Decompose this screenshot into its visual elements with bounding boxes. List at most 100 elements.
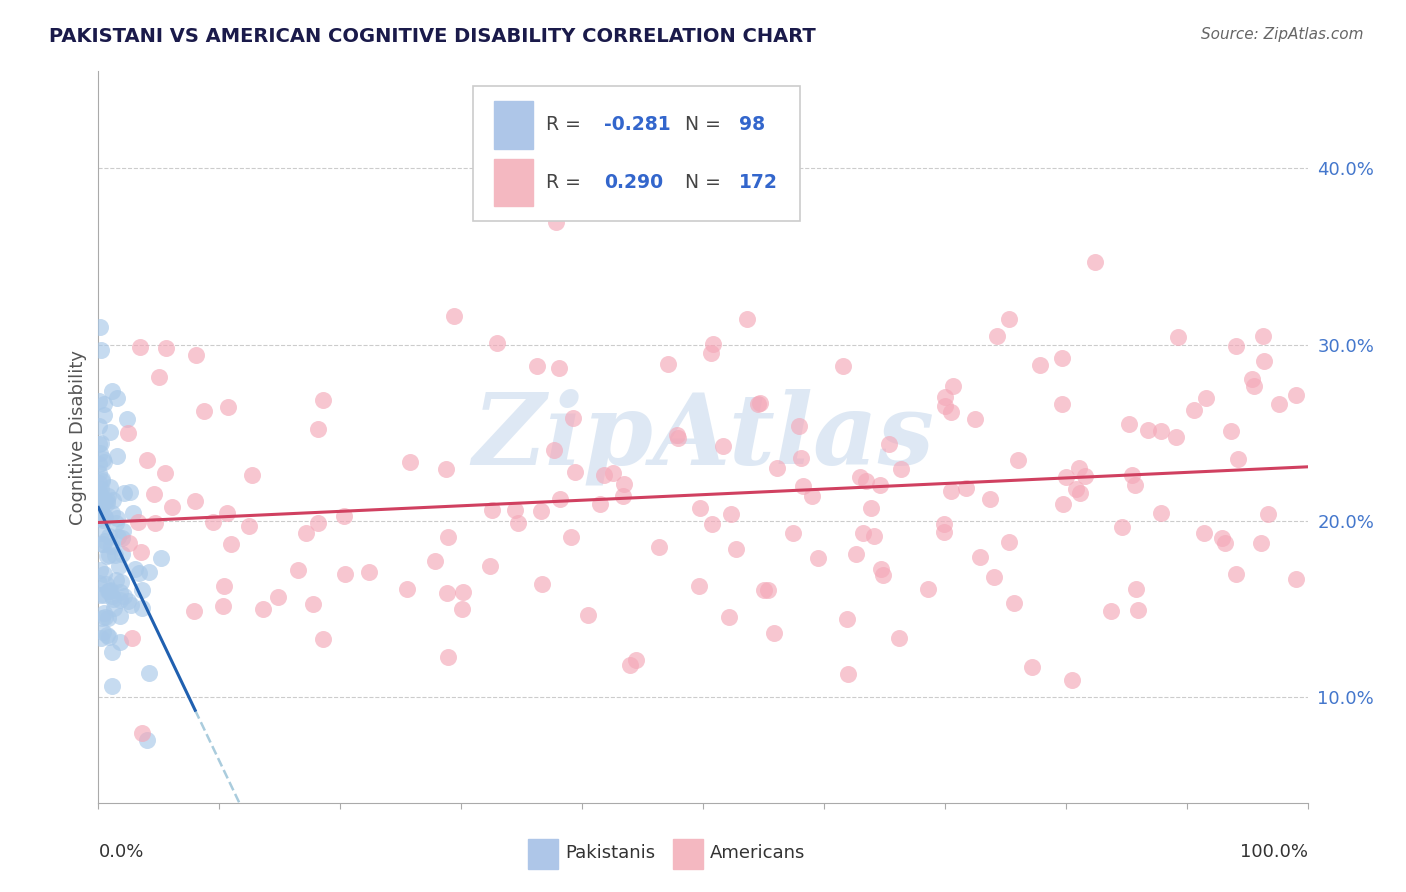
- Point: [93, 513, 115, 527]
- Text: 0.0%: 0.0%: [98, 843, 143, 861]
- Point: [89, 457, 111, 471]
- Point: [530, 504, 553, 518]
- Point: [1052, 351, 1074, 365]
- Point: [124, 562, 146, 576]
- Point: [1213, 536, 1236, 550]
- Point: [1111, 520, 1133, 534]
- Point: [1050, 397, 1073, 411]
- Point: [93, 567, 115, 582]
- Point: [998, 534, 1021, 549]
- Point: [90, 496, 112, 510]
- Y-axis label: Cognitive Disability: Cognitive Disability: [69, 350, 87, 524]
- Point: [87, 467, 110, 481]
- Point: [111, 531, 134, 545]
- Point: [90, 482, 112, 496]
- Point: [105, 449, 128, 463]
- Point: [183, 604, 205, 618]
- Point: [1285, 388, 1308, 402]
- Point: [508, 516, 530, 530]
- Point: [941, 484, 963, 499]
- Point: [89, 489, 111, 503]
- Point: [93, 455, 115, 469]
- Point: [934, 390, 956, 404]
- Point: [91, 496, 114, 510]
- Point: [624, 653, 647, 667]
- Text: N =: N =: [685, 173, 727, 192]
- Point: [1074, 469, 1097, 483]
- Point: [87, 436, 110, 450]
- Point: [1182, 403, 1205, 417]
- Point: [917, 582, 939, 597]
- Text: PAKISTANI VS AMERICAN COGNITIVE DISABILITY CORRELATION CHART: PAKISTANI VS AMERICAN COGNITIVE DISABILI…: [49, 27, 815, 45]
- Point: [1285, 572, 1308, 586]
- Point: [688, 579, 710, 593]
- Point: [434, 462, 457, 476]
- Point: [93, 408, 115, 422]
- Point: [94, 534, 117, 549]
- Point: [127, 515, 149, 529]
- Point: [100, 539, 122, 553]
- Point: [90, 475, 112, 489]
- Point: [108, 592, 131, 607]
- Point: [90, 632, 112, 646]
- Point: [969, 550, 991, 565]
- Point: [602, 466, 624, 480]
- Point: [548, 361, 571, 376]
- Point: [720, 507, 742, 521]
- Point: [1054, 470, 1077, 484]
- Point: [711, 439, 734, 453]
- Point: [128, 566, 150, 580]
- Point: [702, 337, 724, 351]
- Point: [782, 525, 804, 540]
- Point: [112, 486, 135, 500]
- Point: [184, 348, 207, 362]
- Point: [111, 548, 134, 562]
- Point: [91, 537, 114, 551]
- Point: [89, 487, 111, 501]
- Point: [90, 472, 112, 486]
- Point: [93, 624, 115, 639]
- Point: [357, 565, 380, 579]
- Point: [333, 567, 356, 582]
- Point: [1225, 339, 1247, 353]
- Point: [97, 583, 120, 598]
- Point: [1066, 483, 1088, 497]
- Point: [1021, 660, 1043, 674]
- Point: [101, 384, 124, 399]
- Point: [1225, 567, 1247, 582]
- Point: [307, 516, 329, 530]
- Point: [763, 625, 786, 640]
- Point: [96, 492, 118, 507]
- Point: [307, 422, 329, 436]
- Point: [90, 343, 112, 358]
- Point: [717, 609, 740, 624]
- Point: [150, 551, 173, 566]
- Point: [131, 601, 153, 615]
- Point: [100, 645, 122, 659]
- Point: [111, 524, 134, 538]
- Point: [98, 480, 121, 494]
- Point: [217, 401, 239, 415]
- Point: [143, 516, 166, 530]
- Point: [87, 419, 110, 434]
- Point: [184, 494, 207, 508]
- Point: [89, 446, 111, 460]
- FancyBboxPatch shape: [474, 86, 800, 221]
- Point: [131, 583, 153, 598]
- Text: 98: 98: [740, 115, 765, 135]
- Point: [869, 478, 891, 492]
- Point: [105, 391, 128, 405]
- Point: [294, 526, 316, 541]
- Point: [128, 340, 150, 354]
- Point: [593, 468, 616, 483]
- Point: [1241, 371, 1264, 385]
- Point: [90, 611, 112, 625]
- Point: [790, 451, 813, 466]
- Point: [100, 582, 122, 597]
- Point: [862, 529, 884, 543]
- Point: [287, 563, 309, 577]
- Point: [437, 650, 460, 665]
- Point: [96, 496, 118, 510]
- Text: 172: 172: [740, 173, 778, 192]
- Point: [302, 597, 325, 611]
